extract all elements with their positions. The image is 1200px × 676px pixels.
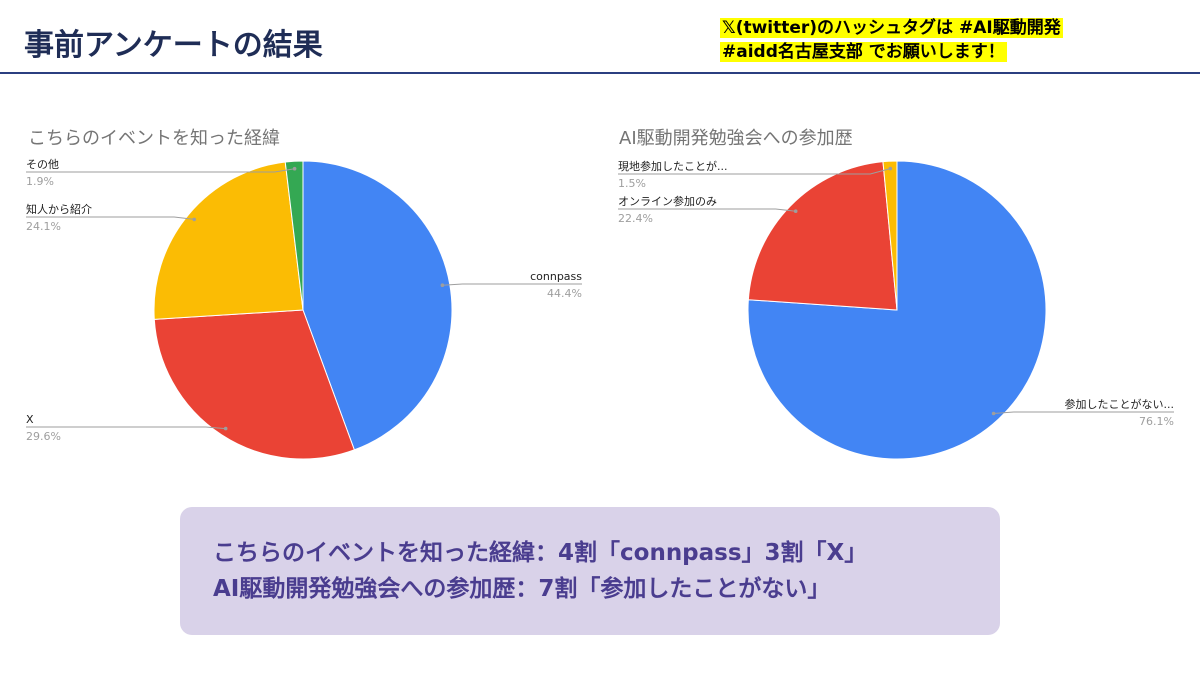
leader-dot: [440, 283, 445, 287]
slice-percent: 1.9%: [26, 175, 54, 188]
hashtag-line-2: #aidd名古屋支部 でお願いします！: [720, 42, 1007, 62]
slice-percent: 44.4%: [547, 287, 582, 300]
leader-line: [618, 208, 796, 212]
leader-line: [26, 216, 195, 220]
slice-label: その他: [26, 158, 59, 171]
pie-slice: [153, 309, 355, 460]
summary-line-event-source: こちらのイベントを知った経緯：4割「connpass」3割「X」: [213, 540, 868, 566]
leader-line: [26, 426, 226, 430]
slice-label: 知人から紹介: [26, 202, 92, 216]
chart-title: こちらのイベントを知った経緯: [28, 128, 280, 149]
hashtag-line-1: 𝕏(twitter)のハッシュタグは #AI駆動開発: [720, 18, 1063, 38]
slice-percent: 29.6%: [26, 430, 61, 443]
pie-chart-event-source: こちらのイベントを知った経緯 connpass 44.4% X 29.6% 知人から紹介…: [26, 128, 582, 460]
pie-slice: [882, 160, 898, 311]
chart-title: AI駆動開発勉強会への参加歴: [619, 128, 853, 149]
leader-dot: [991, 411, 996, 416]
leader-dot: [793, 209, 798, 213]
slice-label: X: [26, 413, 34, 426]
pie-slice: [747, 161, 898, 311]
leader-dot: [292, 166, 297, 171]
pie-chart-participation-history: AI駆動開発勉強会への参加歴 参加したことがない... 76.1% オンライン参加の…: [618, 128, 1175, 460]
leader-dot: [192, 217, 196, 222]
summary-box: こちらのイベントを知った経緯：4割「connpass」3割「X」 AI駆動開発勉…: [180, 507, 1000, 635]
slide-title: 事前アンケートの結果: [24, 28, 323, 63]
leader-dot: [888, 166, 893, 171]
slice-label: 現地参加したことが...: [618, 159, 728, 173]
leader-line: [442, 283, 582, 286]
pie-slice: [284, 160, 304, 311]
pie-slice: [747, 160, 1047, 460]
slice-label: オンライン参加のみ: [618, 194, 717, 208]
pie-slice: [302, 160, 453, 451]
leader-line: [993, 411, 1174, 414]
leader-dot: [223, 426, 228, 431]
slice-percent: 76.1%: [1139, 415, 1174, 428]
header-divider: [0, 72, 1200, 74]
slice-label: 参加したことがない...: [1065, 397, 1175, 411]
hashtag-note: 𝕏(twitter)のハッシュタグは #AI駆動開発 #aidd名古屋支部 でお…: [720, 16, 1063, 64]
leader-line: [26, 168, 295, 173]
slice-percent: 1.5%: [618, 177, 646, 190]
slice-percent: 24.1%: [26, 220, 61, 233]
pie-slice: [153, 161, 304, 320]
slice-percent: 22.4%: [618, 212, 653, 225]
slice-label: connpass: [530, 270, 582, 283]
summary-line-participation: AI駆動開発勉強会への参加歴：7割「参加したことがない」: [213, 576, 831, 602]
leader-line: [618, 168, 891, 175]
